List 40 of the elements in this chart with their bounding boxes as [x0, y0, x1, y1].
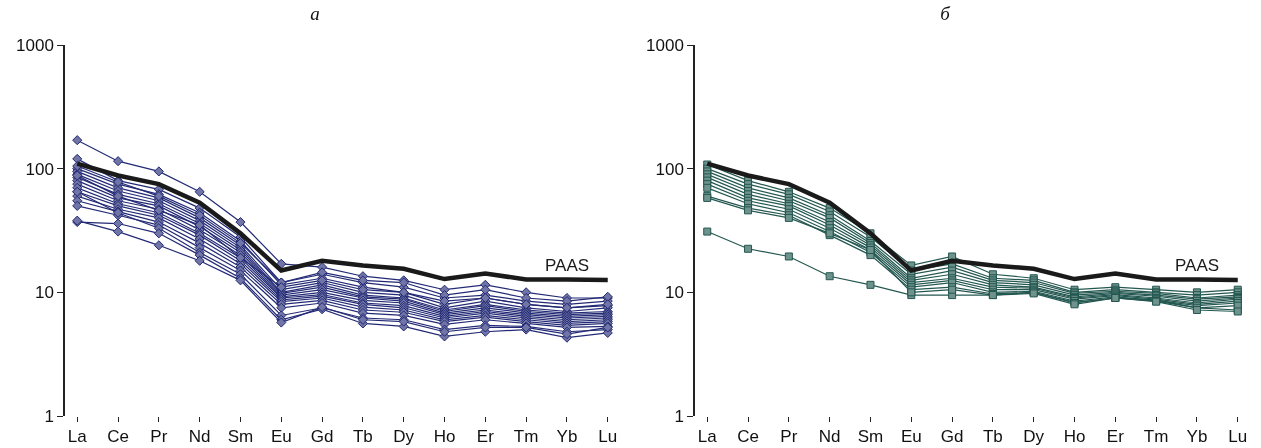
chart-title: а — [310, 3, 320, 25]
x-tick-label: Nd — [188, 427, 211, 447]
x-tick-label: Nd — [818, 427, 841, 447]
x-tick-label: Ce — [107, 427, 129, 447]
y-tick-label: 10 — [34, 283, 54, 303]
x-tick-label: Sm — [857, 427, 884, 447]
x-tick-label: Ho — [1063, 427, 1086, 447]
y-tick-label: 100 — [25, 159, 54, 179]
x-tick-label: Lu — [598, 427, 618, 447]
x-tick-label: Gd — [310, 427, 334, 447]
x-tick-label: Ce — [737, 427, 759, 447]
y-tick-label: 100 — [655, 159, 684, 179]
y-tick-label: 1 — [44, 406, 54, 426]
x-tick-label: La — [67, 427, 88, 447]
x-tick-label: Yb — [1186, 427, 1208, 447]
chart-title: б — [940, 3, 952, 25]
y-tick-label: 1000 — [16, 35, 54, 55]
x-tick-label: Tb — [982, 427, 1003, 447]
x-tick-label: Ho — [433, 427, 456, 447]
y-tick-label: 1000 — [646, 35, 684, 55]
x-tick-label: Eu — [270, 427, 292, 447]
x-tick-label: Pr — [780, 427, 798, 447]
series-label: PAAS — [1175, 256, 1220, 275]
x-tick-label: Eu — [900, 427, 922, 447]
y-tick-label: 10 — [664, 283, 684, 303]
x-tick-label: Tm — [1143, 427, 1169, 447]
x-tick-label: Yb — [556, 427, 578, 447]
x-tick-label: Pr — [150, 427, 168, 447]
x-tick-label: Tm — [513, 427, 539, 447]
x-tick-label: Gd — [940, 427, 964, 447]
x-tick-label: Sm — [227, 427, 254, 447]
x-tick-label: Dy — [1023, 427, 1045, 447]
series-label: PAAS — [545, 256, 590, 275]
x-tick-label: Lu — [1228, 427, 1248, 447]
x-tick-label: Er — [1106, 427, 1125, 447]
y-tick-label: 1 — [674, 406, 684, 426]
x-tick-label: Er — [476, 427, 495, 447]
x-tick-label: Dy — [393, 427, 415, 447]
x-tick-label: La — [697, 427, 718, 447]
x-tick-label: Tb — [352, 427, 373, 447]
